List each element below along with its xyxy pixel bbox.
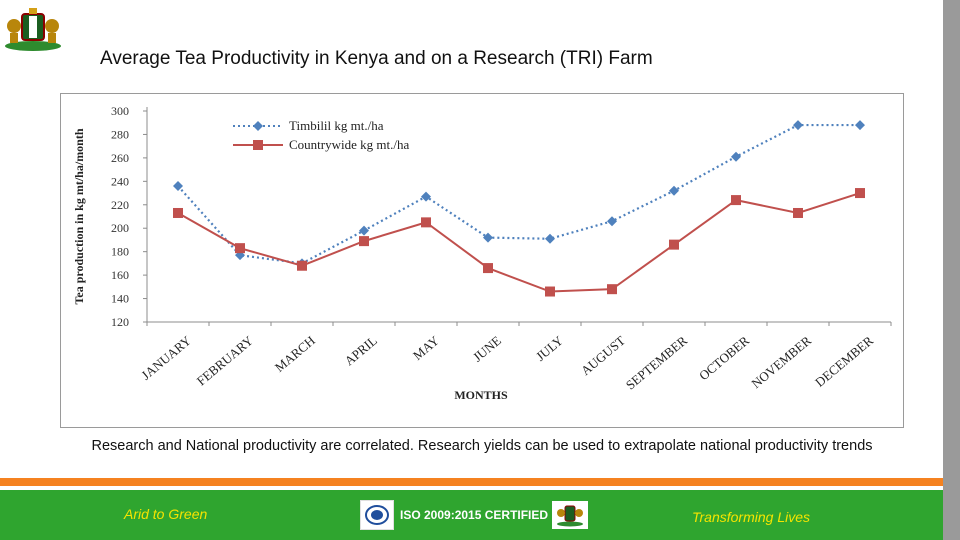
y-tick-label: 260	[111, 151, 129, 165]
footer-slogan-left: Arid to Green	[124, 506, 208, 522]
footer-slogan-right: Transforming Lives	[692, 509, 811, 525]
data-point-series-2	[669, 239, 679, 250]
data-point-series-2	[359, 236, 369, 247]
data-point-series-2	[483, 263, 493, 274]
mini-coat-of-arms-icon	[552, 501, 589, 529]
data-point-series-2	[793, 207, 803, 218]
x-tick-label: NOVEMBER	[748, 333, 814, 392]
page-title: Average Tea Productivity in Kenya and on…	[100, 48, 653, 69]
data-point-series-1	[793, 120, 803, 131]
data-point-series-2	[855, 188, 865, 199]
legend-label-1: Timbilil kg mt./ha	[289, 118, 384, 133]
data-point-series-2	[421, 217, 431, 228]
data-point-series-1	[483, 232, 493, 243]
footer-orange-stripe	[0, 478, 943, 486]
y-tick-label: 220	[111, 198, 129, 212]
x-tick-label: FEBRUARY	[194, 332, 257, 388]
series-line-2	[177, 192, 861, 293]
y-axis-title: Tea production in kg mt/ha/month	[72, 128, 86, 304]
y-tick-label: 280	[111, 127, 129, 141]
y-tick-label: 120	[111, 315, 129, 329]
data-point-series-2	[545, 286, 555, 297]
data-point-series-1	[421, 191, 431, 202]
chart-frame: 120 140 160 180 200 220 240 260 280 300 JANUARY FEB…	[60, 93, 904, 428]
x-tick-label: OCTOBER	[696, 333, 752, 384]
data-point-series-1	[545, 233, 555, 244]
right-edge-bar	[943, 0, 960, 540]
y-tick-label: 180	[111, 245, 129, 259]
data-point-series-2	[607, 284, 617, 295]
x-tick-label: MARCH	[272, 333, 318, 375]
footer-bar	[0, 490, 943, 540]
iso-icon	[360, 500, 394, 530]
data-point-series-2	[235, 243, 245, 254]
x-tick-label: DECEMBER	[812, 333, 876, 390]
data-point-series-2	[297, 260, 307, 271]
coat-of-arms-logo	[5, 8, 61, 51]
y-tick-label: 300	[111, 104, 129, 118]
data-point-series-1	[855, 120, 865, 131]
x-tick-label: JUNE	[470, 333, 504, 365]
legend-label-2: Countrywide kg mt./ha	[289, 137, 409, 152]
x-tick-label: MAY	[410, 332, 442, 363]
iso-certified-text: ISO 2009:2015 CERTIFIED	[400, 508, 549, 522]
data-point-series-1	[359, 225, 369, 236]
chart-caption: Research and National productivity are c…	[91, 438, 873, 454]
legend-marker-1	[253, 121, 263, 131]
y-tick-label: 240	[111, 174, 129, 188]
x-tick-label: JULY	[533, 332, 566, 363]
footer-certification: ISO 2009:2015 CERTIFIED	[360, 500, 589, 530]
y-tick-label: 200	[111, 221, 129, 235]
x-tick-label: APRIL	[342, 333, 380, 369]
y-tick-label: 140	[111, 292, 129, 306]
data-point-series-1	[731, 151, 741, 162]
data-point-series-1	[173, 181, 183, 192]
x-tick-label: AUGUST	[578, 333, 628, 378]
data-point-series-1	[669, 185, 679, 196]
data-point-series-1	[607, 216, 617, 227]
x-tick-label: SEPTEMBER	[623, 333, 690, 393]
x-tick-label: JANUARY	[138, 332, 194, 382]
y-tick-label: 160	[111, 268, 129, 282]
x-axis-title: MONTHS	[454, 388, 508, 402]
footer-divider	[0, 486, 943, 490]
line-chart: 120 140 160 180 200 220 240 260 280 300 JANUARY FEB…	[72, 104, 892, 402]
data-point-series-2	[173, 207, 183, 218]
data-point-series-2	[731, 195, 741, 206]
legend-marker-2	[253, 140, 263, 150]
